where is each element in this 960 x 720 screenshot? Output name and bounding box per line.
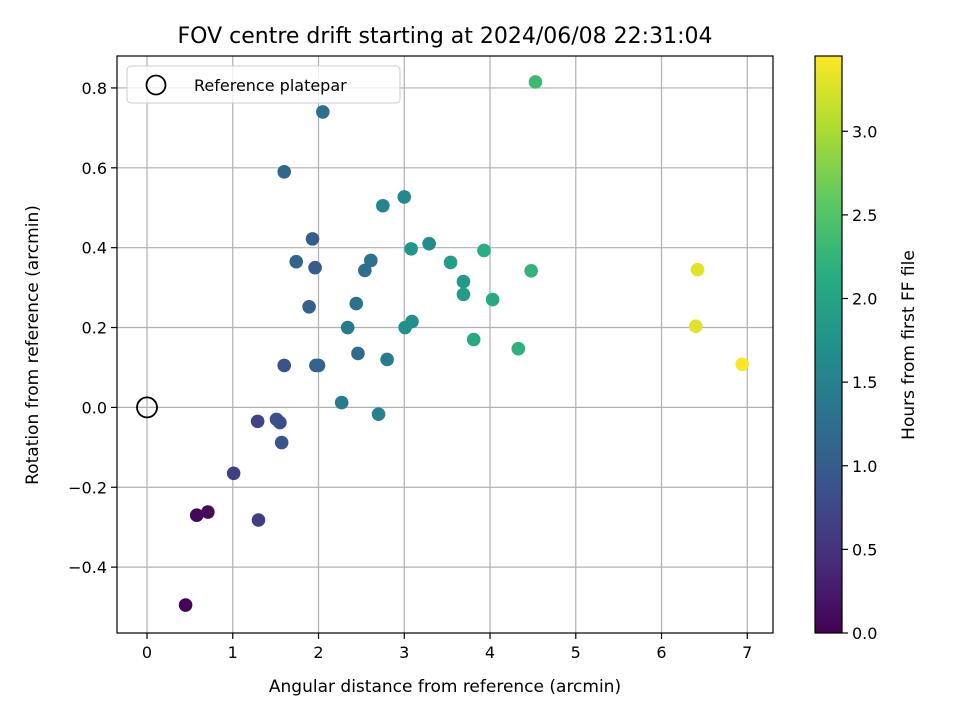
x-tick-label: 3 xyxy=(399,643,409,662)
colorbar: 0.0 0.5 1.0 1.5 2.0 2.5 3.0 Hours from first F… xyxy=(814,55,919,643)
data-point xyxy=(404,242,418,256)
colorbar-tick-label: 2.5 xyxy=(852,206,877,225)
data-point xyxy=(308,260,322,275)
data-point xyxy=(422,236,436,251)
data-point xyxy=(201,505,215,519)
colorbar-tick-label: 3.0 xyxy=(852,122,877,141)
data-point xyxy=(528,75,543,89)
x-tick-label: 0 xyxy=(142,643,152,662)
y-tick-label: 0.0 xyxy=(82,398,107,417)
data-point xyxy=(397,190,412,204)
legend: Reference platepar xyxy=(126,65,401,104)
y-tick-label: 0.4 xyxy=(82,239,107,258)
legend-box xyxy=(126,65,401,104)
data-point xyxy=(380,352,394,367)
data-point xyxy=(302,299,316,314)
x-axis-label: Angular distance from reference (arcmin) xyxy=(269,677,621,697)
colorbar-tick-label: 2.0 xyxy=(852,290,877,309)
y-axis-ticks: −0.4 −0.2 0.0 0.2 0.4 0.6 0.8 xyxy=(68,79,117,577)
data-point xyxy=(477,243,491,258)
data-point xyxy=(443,255,458,270)
grid xyxy=(117,56,773,633)
data-point xyxy=(305,232,320,246)
reference-marker xyxy=(136,396,158,419)
data-point xyxy=(735,357,749,372)
colorbar-tick-label: 1.0 xyxy=(852,457,877,476)
data-point xyxy=(251,513,266,527)
data-point xyxy=(178,598,193,612)
data-point xyxy=(274,435,289,450)
y-axis-label: Rotation from reference (arcmin) xyxy=(23,205,43,485)
data-point xyxy=(364,253,378,268)
colorbar-ticks: 0.0 0.5 1.0 1.5 2.0 2.5 3.0 xyxy=(842,122,877,643)
data-point xyxy=(511,341,526,356)
data-point xyxy=(376,198,390,213)
data-point xyxy=(524,264,538,278)
y-tick-label: 0.6 xyxy=(82,159,107,178)
colorbar-tick-label: 0.0 xyxy=(852,624,877,643)
data-point xyxy=(351,346,365,361)
data-point xyxy=(456,274,471,289)
data-point xyxy=(289,254,304,269)
data-point xyxy=(689,319,703,334)
colorbar-gradient xyxy=(814,55,843,634)
y-tick-label: −0.2 xyxy=(68,478,107,497)
data-point xyxy=(316,105,330,119)
chart-title: FOV centre drift starting at 2024/06/08 … xyxy=(178,24,713,49)
colorbar-tick-label: 0.5 xyxy=(852,540,877,559)
y-tick-label: 0.2 xyxy=(82,319,107,338)
data-point xyxy=(277,164,292,179)
colorbar-label: Hours from first FF file xyxy=(899,250,919,440)
data-point xyxy=(273,415,287,430)
data-point xyxy=(349,296,364,311)
colorbar-tick-label: 1.5 xyxy=(852,373,877,392)
data-point xyxy=(340,320,355,335)
y-tick-label: −0.4 xyxy=(68,558,107,577)
data-point xyxy=(358,263,372,278)
x-axis-ticks: 0 1 2 3 4 5 6 7 xyxy=(142,633,752,662)
data-point xyxy=(690,262,705,277)
x-tick-label: 1 xyxy=(228,643,238,662)
plot-frame xyxy=(116,55,774,634)
x-tick-label: 5 xyxy=(571,643,581,662)
x-tick-label: 4 xyxy=(485,643,495,662)
x-tick-label: 6 xyxy=(656,643,666,662)
x-tick-label: 7 xyxy=(742,643,752,662)
x-tick-label: 2 xyxy=(313,643,323,662)
legend-entry-label: Reference platepar xyxy=(194,76,347,95)
data-point xyxy=(334,395,349,410)
data-point xyxy=(466,332,481,347)
data-point xyxy=(189,508,204,523)
y-tick-label: 0.8 xyxy=(82,79,107,98)
data-point xyxy=(311,358,326,373)
data-point xyxy=(485,292,500,307)
data-point xyxy=(405,314,419,329)
data-point xyxy=(250,414,265,429)
data-point xyxy=(226,466,241,481)
legend-marker-icon xyxy=(145,74,167,96)
data-points xyxy=(178,75,749,612)
data-point xyxy=(277,358,292,373)
data-point xyxy=(371,407,386,421)
data-point xyxy=(456,287,471,302)
